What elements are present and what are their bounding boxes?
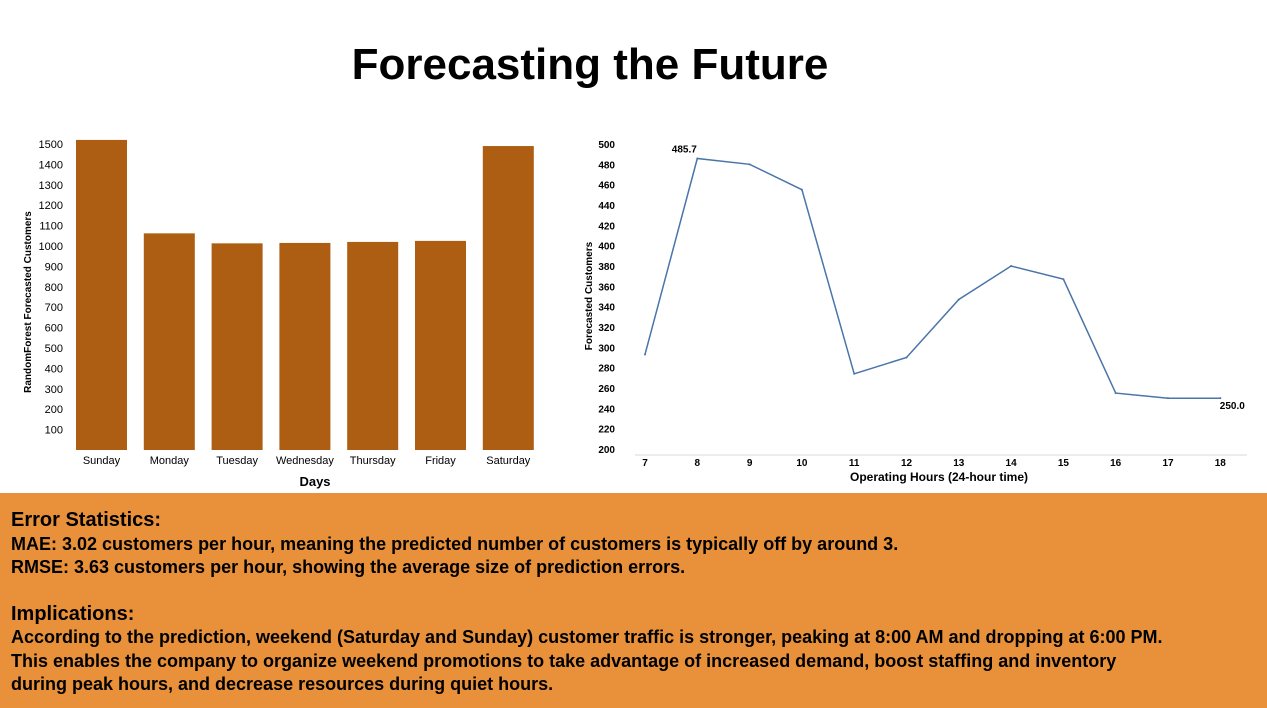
bar-y-tick-label: 1100: [39, 221, 63, 233]
bar-y-tick-label: 1400: [39, 159, 63, 171]
implications-line-3: during peak hours, and decrease resource…: [11, 674, 554, 694]
bar-x-tick-label: Friday: [425, 455, 456, 467]
line-y-tick-label: 240: [598, 404, 615, 415]
bar-x-tick-label: Saturday: [486, 455, 531, 467]
bar-saturday: [482, 146, 534, 450]
line-annotations: 485.7 250.0: [672, 145, 1245, 413]
bar-series: [76, 139, 534, 451]
line-point: [644, 353, 646, 356]
bar-x-tick-label: Wednesday: [276, 455, 334, 467]
bar-wednesday: [279, 242, 331, 450]
line-chart: 200 220 240 260 280 300 320 340 360 380 400 420 440 4…: [584, 140, 1247, 484]
line-point: [1219, 397, 1222, 400]
line-x-tick-label: 8: [695, 458, 701, 469]
implications-line-2: This enables the company to organize wee…: [11, 650, 1117, 671]
error-statistics-heading: Error Statistics:: [11, 509, 162, 531]
implications-line-1: According to the prediction, weekend (Sa…: [11, 627, 1163, 647]
line-y-tick-label: 460: [598, 181, 615, 192]
bar-sunday: [76, 139, 127, 451]
bar-tuesday: [211, 243, 263, 450]
line-x-tick-label: 12: [901, 458, 913, 469]
bar-monday: [143, 233, 195, 450]
bar-y-tick-label: 800: [45, 282, 63, 294]
bar-y-tick-label: 1500: [39, 139, 63, 151]
line-point: [1062, 278, 1065, 281]
rmse-text: RMSE: 3.63 customers per hour, showing t…: [11, 557, 686, 577]
line-point: [800, 188, 803, 191]
line-y-ticks: 200 220 240 260 280 300 320 340 360 380 400 420 440 4…: [598, 140, 615, 456]
bar-y-tick-label: 600: [45, 323, 63, 335]
line-points: [644, 157, 1222, 400]
line-y-tick-label: 400: [598, 242, 615, 253]
line-x-ticks: 7 8 9 10 11 12 13 14 15 16 17 18: [642, 458, 1226, 469]
line-x-tick-label: 17: [1162, 458, 1174, 469]
info-panel: Error Statistics: MAE: 3.02 customers pe…: [0, 493, 1267, 708]
line-y-tick-label: 440: [598, 201, 615, 212]
bar-y-tick-label: 200: [45, 404, 63, 416]
bar-x-tick-label: Tuesday: [216, 455, 258, 467]
line-y-tick-label: 360: [598, 282, 615, 293]
line-y-tick-label: 280: [598, 364, 615, 375]
line-y-axis-label: Forecasted Customers: [584, 241, 595, 350]
line-y-tick-label: 380: [598, 262, 615, 273]
bar-y-axis-label: RandomForest Forecasted Customers: [23, 211, 34, 393]
line-y-tick-label: 420: [598, 221, 615, 232]
bar-friday: [415, 240, 466, 450]
bar-y-tick-label: 400: [45, 363, 63, 375]
line-x-tick-label: 11: [849, 458, 860, 469]
line-x-tick-label: 14: [1006, 458, 1018, 469]
line-y-tick-label: 320: [598, 323, 615, 334]
line-point: [905, 356, 908, 359]
bar-y-tick-label: 100: [45, 425, 63, 437]
page-title: Forecasting the Future: [351, 40, 829, 89]
line-x-tick-label: 7: [642, 458, 648, 469]
line-x-axis-label: Operating Hours (24-hour time): [850, 470, 1028, 484]
line-x-tick-label: 15: [1058, 458, 1070, 469]
bar-y-tick-label: 300: [45, 384, 63, 396]
bar-y-tick-label: 900: [45, 261, 63, 273]
line-x-tick-label: 18: [1215, 458, 1227, 469]
line-y-tick-label: 480: [598, 160, 615, 171]
line-y-tick-label: 260: [598, 384, 615, 395]
bar-y-tick-label: 700: [45, 302, 63, 314]
bar-x-ticks: Sunday Monday Tuesday Wednesday Thursday Frid…: [83, 455, 531, 467]
bar-x-tick-label: Sunday: [83, 455, 121, 467]
bar-x-axis-label: Days: [299, 474, 330, 489]
line-data-label: 485.7: [672, 145, 697, 156]
implications-heading: Implications:: [11, 602, 135, 625]
line-point: [748, 163, 751, 166]
line-data-label: 250.0: [1220, 401, 1245, 412]
line-y-tick-label: 340: [598, 303, 615, 314]
line-point: [957, 298, 960, 301]
line-series: [644, 157, 1221, 399]
line-x-tick-label: 9: [747, 458, 753, 469]
line-x-tick-label: 10: [796, 458, 808, 469]
bar-y-tick-label: 1300: [39, 180, 63, 192]
spacer: [11, 580, 1255, 603]
line-point: [1167, 397, 1169, 400]
line-point: [696, 157, 699, 160]
bar-chart: 100 200 300 400 500 600 700 800 900 1000 1100 1200 1…: [23, 139, 534, 489]
bar-x-tick-label: Thursday: [350, 455, 396, 467]
bar-x-tick-label: Monday: [150, 455, 190, 467]
bar-y-tick-label: 1000: [39, 241, 63, 253]
line-point: [1114, 392, 1117, 395]
line-x-tick-label: 16: [1110, 458, 1122, 469]
line-y-tick-label: 220: [598, 425, 615, 436]
line-y-tick-label: 300: [598, 343, 615, 354]
bar-y-ticks: 100 200 300 400 500 600 700 800 900 1000 1100 1200 1…: [39, 139, 63, 437]
mae-text: MAE: 3.02 customers per hour, meaning th…: [11, 533, 899, 554]
bar-y-tick-label: 1200: [39, 200, 63, 212]
bar-y-tick-label: 500: [45, 343, 63, 355]
bar-thursday: [347, 241, 399, 450]
line-point: [1010, 264, 1013, 267]
line-x-tick-label: 13: [953, 458, 965, 469]
line-y-tick-label: 200: [598, 445, 615, 456]
line-y-tick-label: 500: [598, 140, 615, 151]
line-point: [853, 372, 856, 375]
